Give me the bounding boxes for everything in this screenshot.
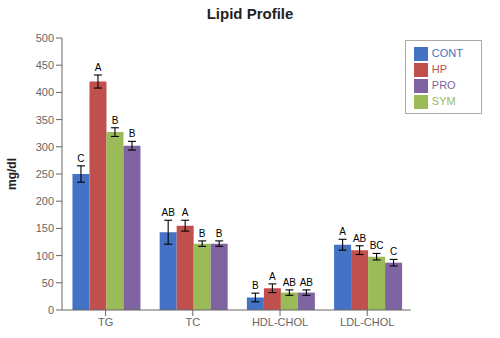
svg-text:450: 450	[36, 59, 54, 71]
svg-text:B: B	[129, 128, 136, 139]
svg-text:500: 500	[36, 32, 54, 44]
svg-text:TC: TC	[185, 316, 200, 328]
html-text:HP: HP	[431, 63, 448, 76]
svg-text:AB: AB	[162, 207, 176, 218]
svg-text:250: 250	[36, 168, 54, 180]
svg-text:150: 150	[36, 222, 54, 234]
svg-text:A: A	[95, 62, 102, 73]
svg-text:B: B	[199, 228, 206, 239]
svg-text:BC: BC	[370, 240, 384, 251]
svg-text:300: 300	[36, 141, 54, 153]
svg-text:350: 350	[36, 114, 54, 126]
svg-text:C: C	[390, 246, 397, 257]
html-text:Lipid Profile: Lipid Profile	[206, 5, 294, 22]
html-text:CONT: CONT	[431, 47, 463, 59]
svg-text:A: A	[269, 271, 276, 282]
svg-text:mg/dl: mg/dl	[8, 158, 19, 190]
svg-text:B: B	[216, 228, 223, 239]
svg-text:AB: AB	[283, 277, 297, 288]
svg-text:B: B	[112, 115, 119, 126]
svg-text:B: B	[252, 280, 259, 291]
svg-text:0: 0	[48, 304, 54, 316]
svg-text:200: 200	[36, 195, 54, 207]
svg-text:AB: AB	[300, 277, 314, 288]
svg-text:50: 50	[42, 277, 54, 289]
svg-text:LDL-CHOL: LDL-CHOL	[340, 316, 394, 328]
svg-text:HDL-CHOL: HDL-CHOL	[252, 316, 308, 328]
svg-text:A: A	[182, 207, 189, 218]
html-text:PRO: PRO	[431, 79, 456, 92]
svg-text:TG: TG	[98, 316, 113, 328]
html-text:SYM: SYM	[431, 95, 456, 108]
svg-text:AB: AB	[353, 233, 367, 244]
svg-text:100: 100	[36, 250, 54, 262]
svg-text:A: A	[339, 226, 346, 237]
svg-text:C: C	[77, 153, 84, 164]
svg-text:400: 400	[36, 86, 54, 98]
